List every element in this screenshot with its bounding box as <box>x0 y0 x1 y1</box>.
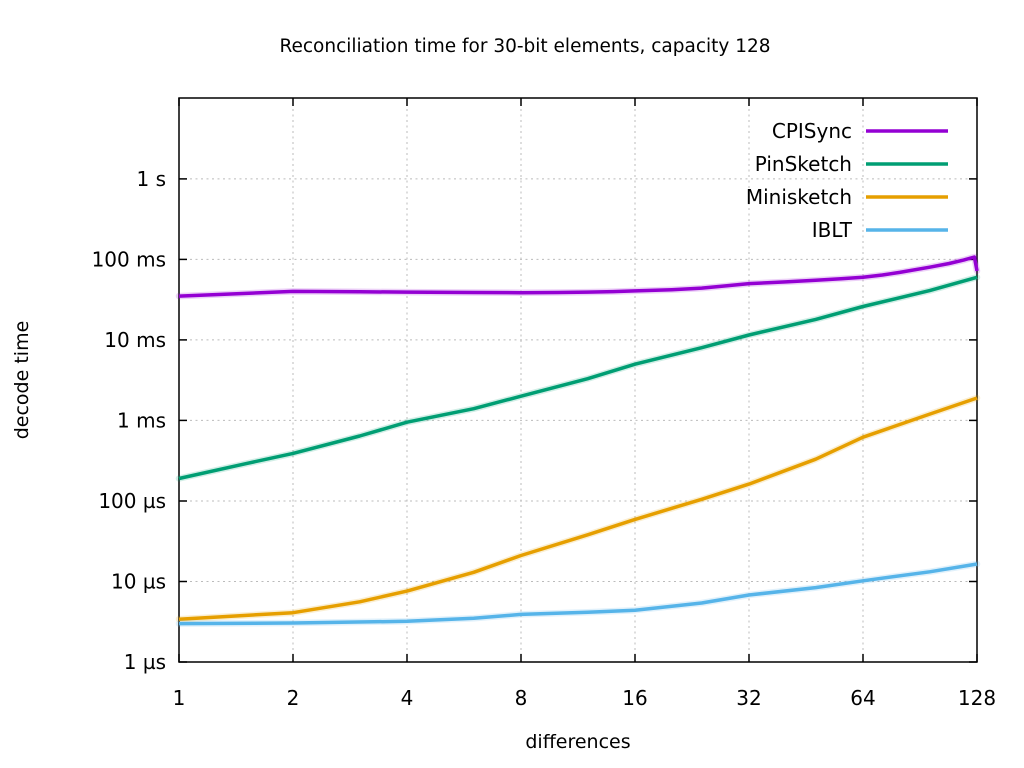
series-line-pinsketch <box>178 275 978 481</box>
y-tick-label: 10 µs <box>111 570 166 594</box>
legend-label-iblt: IBLT <box>812 218 853 242</box>
x-tick-label: 2 <box>287 686 300 710</box>
x-tick-label: 16 <box>622 686 647 710</box>
series-line-cpisync <box>178 255 979 298</box>
y-tick-label: 100 ms <box>92 247 166 271</box>
series-line-iblt <box>178 562 978 626</box>
x-tick-label: 4 <box>401 686 414 710</box>
x-tick-label: 8 <box>515 686 528 710</box>
y-tick-label: 1 ms <box>117 408 166 432</box>
series-underlay-minisketch <box>175 394 981 623</box>
y-tick-label: 100 µs <box>98 489 166 513</box>
y-tick-label: 1 µs <box>124 650 166 674</box>
legend-label-pinsketch: PinSketch <box>755 152 852 176</box>
x-tick-label: 1 <box>173 686 186 710</box>
y-tick-label: 1 s <box>136 167 166 191</box>
x-axis-title: differences <box>525 731 631 753</box>
chart-title: Reconciliation time for 30-bit elements,… <box>279 36 771 57</box>
x-tick-label: 64 <box>850 686 875 710</box>
x-tick-label: 32 <box>736 686 761 710</box>
plot-border <box>178 97 978 663</box>
y-tick-label: 10 ms <box>104 328 166 352</box>
legend-label-minisketch: Minisketch <box>746 185 852 209</box>
legend-label-cpisync: CPISync <box>772 119 852 143</box>
series-line-minisketch <box>178 396 978 621</box>
x-tick-label: 128 <box>958 686 996 710</box>
